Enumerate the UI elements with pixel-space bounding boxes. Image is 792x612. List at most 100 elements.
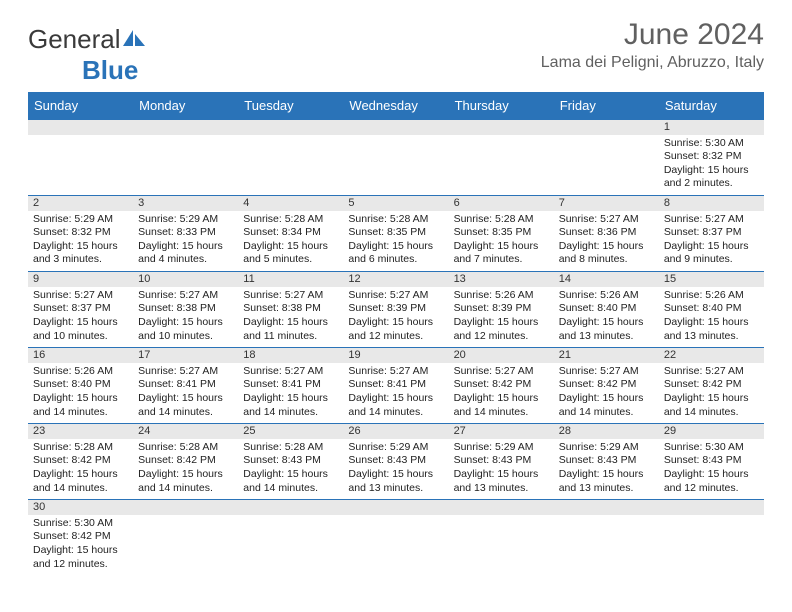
date-row: 30 <box>28 500 764 515</box>
day-info-cell: Sunrise: 5:27 AMSunset: 8:37 PMDaylight:… <box>28 287 133 348</box>
day-number-cell: 3 <box>133 196 238 211</box>
sunset-text: Sunset: 8:40 PM <box>664 302 759 316</box>
weekday-header: Monday <box>133 92 238 120</box>
day-number-cell: 14 <box>554 272 659 287</box>
day-number-cell: 29 <box>659 424 764 439</box>
day-number-cell: 26 <box>343 424 448 439</box>
day-info-cell: Sunrise: 5:28 AMSunset: 8:35 PMDaylight:… <box>343 211 448 272</box>
day-info-cell: Sunrise: 5:30 AMSunset: 8:43 PMDaylight:… <box>659 439 764 500</box>
sunrise-text: Sunrise: 5:29 AM <box>33 213 128 227</box>
sunrise-text: Sunrise: 5:28 AM <box>243 213 338 227</box>
sunset-text: Sunset: 8:42 PM <box>559 378 654 392</box>
daylight-text: Daylight: 15 hours and 4 minutes. <box>138 240 233 267</box>
day-info-cell: Sunrise: 5:27 AMSunset: 8:41 PMDaylight:… <box>238 363 343 424</box>
sunset-text: Sunset: 8:38 PM <box>138 302 233 316</box>
sunrise-text: Sunrise: 5:30 AM <box>664 441 759 455</box>
day-info-cell: Sunrise: 5:30 AMSunset: 8:32 PMDaylight:… <box>659 135 764 196</box>
sunset-text: Sunset: 8:42 PM <box>33 530 128 544</box>
sunset-text: Sunset: 8:33 PM <box>138 226 233 240</box>
day-info-cell <box>659 515 764 576</box>
info-row: Sunrise: 5:28 AMSunset: 8:42 PMDaylight:… <box>28 439 764 500</box>
day-info-cell: Sunrise: 5:27 AMSunset: 8:37 PMDaylight:… <box>659 211 764 272</box>
day-info-cell: Sunrise: 5:27 AMSunset: 8:36 PMDaylight:… <box>554 211 659 272</box>
day-number-cell <box>343 500 448 515</box>
daylight-text: Daylight: 15 hours and 11 minutes. <box>243 316 338 343</box>
day-number-cell: 1 <box>659 120 764 135</box>
sunrise-text: Sunrise: 5:27 AM <box>559 213 654 227</box>
info-row: Sunrise: 5:27 AMSunset: 8:37 PMDaylight:… <box>28 287 764 348</box>
sunset-text: Sunset: 8:39 PM <box>454 302 549 316</box>
daylight-text: Daylight: 15 hours and 13 minutes. <box>348 468 443 495</box>
day-number-cell: 8 <box>659 196 764 211</box>
daylight-text: Daylight: 15 hours and 12 minutes. <box>664 468 759 495</box>
day-info-cell: Sunrise: 5:29 AMSunset: 8:32 PMDaylight:… <box>28 211 133 272</box>
title-block: June 2024 Lama dei Peligni, Abruzzo, Ita… <box>541 18 764 72</box>
day-info-cell: Sunrise: 5:27 AMSunset: 8:42 PMDaylight:… <box>659 363 764 424</box>
sunset-text: Sunset: 8:40 PM <box>559 302 654 316</box>
daylight-text: Daylight: 15 hours and 10 minutes. <box>138 316 233 343</box>
day-info-cell <box>28 135 133 196</box>
day-number-cell: 6 <box>449 196 554 211</box>
day-info-cell: Sunrise: 5:29 AMSunset: 8:43 PMDaylight:… <box>449 439 554 500</box>
sunset-text: Sunset: 8:36 PM <box>559 226 654 240</box>
sunset-text: Sunset: 8:41 PM <box>348 378 443 392</box>
sunrise-text: Sunrise: 5:30 AM <box>664 137 759 151</box>
sunrise-text: Sunrise: 5:27 AM <box>33 289 128 303</box>
day-number-cell: 5 <box>343 196 448 211</box>
info-row: Sunrise: 5:29 AMSunset: 8:32 PMDaylight:… <box>28 211 764 272</box>
day-number-cell: 28 <box>554 424 659 439</box>
sunset-text: Sunset: 8:43 PM <box>243 454 338 468</box>
sunrise-text: Sunrise: 5:28 AM <box>348 213 443 227</box>
sunrise-text: Sunrise: 5:27 AM <box>664 365 759 379</box>
day-info-cell: Sunrise: 5:26 AMSunset: 8:40 PMDaylight:… <box>28 363 133 424</box>
day-number-cell: 16 <box>28 348 133 363</box>
daylight-text: Daylight: 15 hours and 12 minutes. <box>348 316 443 343</box>
day-info-cell: Sunrise: 5:28 AMSunset: 8:42 PMDaylight:… <box>133 439 238 500</box>
daylight-text: Daylight: 15 hours and 14 minutes. <box>348 392 443 419</box>
day-info-cell: Sunrise: 5:28 AMSunset: 8:42 PMDaylight:… <box>28 439 133 500</box>
sunrise-text: Sunrise: 5:27 AM <box>348 365 443 379</box>
day-info-cell <box>449 135 554 196</box>
date-row: 16171819202122 <box>28 348 764 363</box>
day-info-cell: Sunrise: 5:26 AMSunset: 8:40 PMDaylight:… <box>554 287 659 348</box>
day-number-cell <box>659 500 764 515</box>
weekday-header: Friday <box>554 92 659 120</box>
daylight-text: Daylight: 15 hours and 14 minutes. <box>33 392 128 419</box>
sunrise-text: Sunrise: 5:29 AM <box>138 213 233 227</box>
day-number-cell: 24 <box>133 424 238 439</box>
day-number-cell: 7 <box>554 196 659 211</box>
daylight-text: Daylight: 15 hours and 13 minutes. <box>559 316 654 343</box>
sunrise-text: Sunrise: 5:26 AM <box>454 289 549 303</box>
day-info-cell: Sunrise: 5:27 AMSunset: 8:38 PMDaylight:… <box>133 287 238 348</box>
day-info-cell <box>238 135 343 196</box>
sunset-text: Sunset: 8:40 PM <box>33 378 128 392</box>
date-row: 9101112131415 <box>28 272 764 287</box>
day-number-cell: 13 <box>449 272 554 287</box>
day-number-cell <box>554 500 659 515</box>
day-number-cell: 11 <box>238 272 343 287</box>
sunset-text: Sunset: 8:43 PM <box>454 454 549 468</box>
daylight-text: Daylight: 15 hours and 13 minutes. <box>559 468 654 495</box>
day-number-cell: 2 <box>28 196 133 211</box>
sunrise-text: Sunrise: 5:28 AM <box>454 213 549 227</box>
sunset-text: Sunset: 8:42 PM <box>33 454 128 468</box>
daylight-text: Daylight: 15 hours and 2 minutes. <box>664 164 759 191</box>
sunrise-text: Sunrise: 5:29 AM <box>454 441 549 455</box>
day-number-cell: 21 <box>554 348 659 363</box>
calendar-table: Sunday Monday Tuesday Wednesday Thursday… <box>28 92 764 575</box>
day-info-cell: Sunrise: 5:26 AMSunset: 8:39 PMDaylight:… <box>449 287 554 348</box>
month-title: June 2024 <box>541 18 764 52</box>
daylight-text: Daylight: 15 hours and 14 minutes. <box>243 468 338 495</box>
sunset-text: Sunset: 8:42 PM <box>454 378 549 392</box>
daylight-text: Daylight: 15 hours and 12 minutes. <box>454 316 549 343</box>
day-number-cell: 23 <box>28 424 133 439</box>
location-label: Lama dei Peligni, Abruzzo, Italy <box>541 54 764 72</box>
day-number-cell: 19 <box>343 348 448 363</box>
day-info-cell <box>343 515 448 576</box>
logo-text-part2: Blue <box>82 55 138 85</box>
day-info-cell <box>343 135 448 196</box>
day-info-cell: Sunrise: 5:27 AMSunset: 8:38 PMDaylight:… <box>238 287 343 348</box>
sunset-text: Sunset: 8:43 PM <box>559 454 654 468</box>
day-number-cell: 15 <box>659 272 764 287</box>
day-number-cell: 25 <box>238 424 343 439</box>
